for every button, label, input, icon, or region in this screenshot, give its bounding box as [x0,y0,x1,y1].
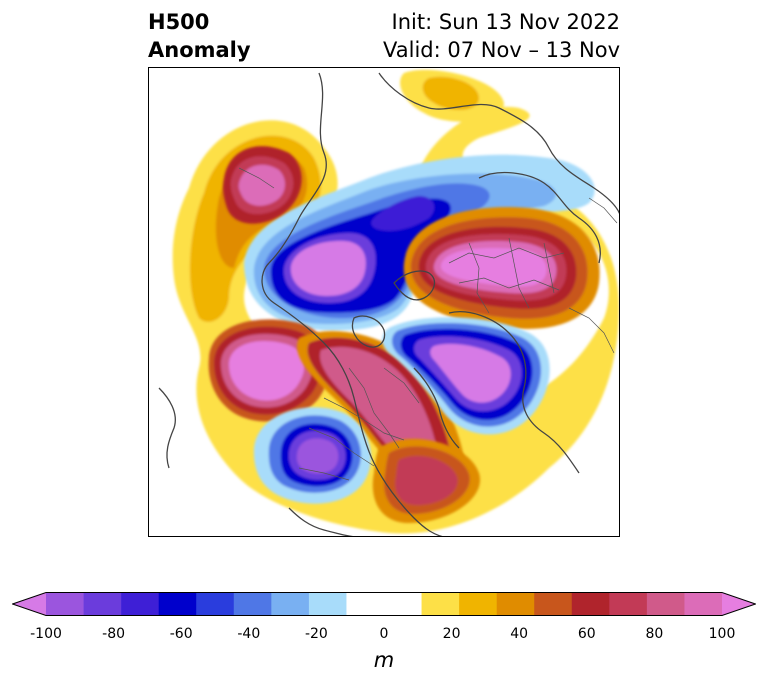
colorbar-segment [571,592,610,616]
colorbar-extend-min [12,592,46,616]
colorbar-segment [83,592,122,616]
colorbar-tick-label: 100 [708,626,736,642]
colorbar-segment [609,592,648,616]
colorbar-unit-label: m [373,648,395,672]
colorbar-segment [684,592,723,616]
anomaly-map [149,68,619,536]
positive-eurasia [403,207,600,329]
colorbar-tick-label: -80 [102,626,126,642]
title-valid: Valid: 07 Nov – 13 Nov [383,38,620,62]
colorbar-tick-label: 80 [645,626,664,642]
colorbar-segment [308,592,347,616]
negative-atlantic [382,317,550,435]
plot-title-left: H500 Anomaly [148,8,251,64]
title-type: Anomaly [148,38,251,62]
coastlines [158,72,619,536]
colorbar-tick-label: 60 [577,626,596,642]
colorbar-extend-max [722,592,756,616]
colorbar-tick-label: 0 [379,626,389,642]
colorbar-segment [121,592,159,616]
colorbar-segment [346,592,385,616]
colorbar-tick-label: -40 [237,626,261,642]
colorbar-segment [534,592,573,616]
title-variable: H500 [148,10,210,34]
map-panel [148,67,620,537]
colorbar-segment [233,592,272,616]
colorbar-segment [158,592,197,616]
colorbar-segment [271,592,310,616]
colorbar-segment [459,592,497,616]
negative-southwest [253,407,371,504]
colorbar-tick-label: 40 [510,626,529,642]
colorbar-segment [196,592,235,616]
colorbar-tick-label: 20 [442,626,461,642]
colorbar-segment [646,592,685,616]
colorbar-tick-label: -20 [304,626,328,642]
colorbar-segment [421,592,460,616]
colorbar-tick-label: -60 [169,626,193,642]
colorbar-tick-label: -100 [30,626,62,642]
positive-alaska [223,146,302,224]
title-init: Init: Sun 13 Nov 2022 [391,10,620,34]
colorbar [12,592,756,616]
colorbar-segment [384,592,422,616]
colorbar-segment [496,592,535,616]
plot-title-right: Init: Sun 13 Nov 2022 Valid: 07 Nov – 13… [383,8,620,64]
colorbar-segment [46,592,84,616]
positive-pacific [208,319,331,422]
political-borders [238,167,618,481]
